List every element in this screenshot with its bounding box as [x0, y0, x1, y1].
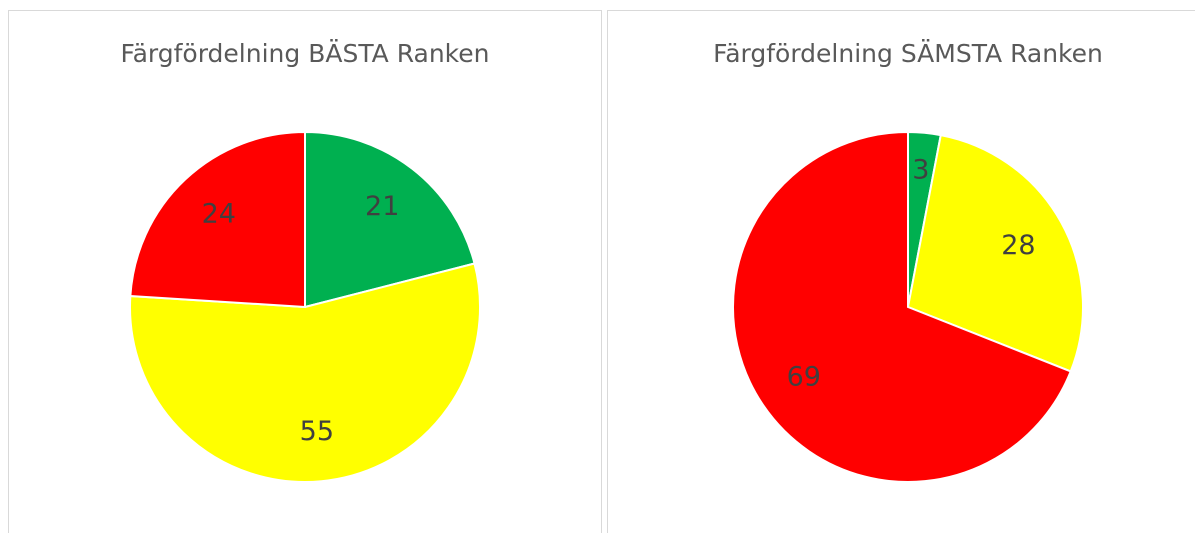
- data-label: 28: [1001, 230, 1035, 261]
- data-label: 24: [202, 199, 236, 230]
- pie-slice: [731, 130, 1073, 483]
- pie-slice: [304, 130, 476, 309]
- chart-title: Färgfördelning SÄMSTA Ranken: [713, 39, 1103, 68]
- data-label: 3: [912, 155, 929, 186]
- pie-slice: [129, 262, 481, 483]
- pie-slice: [129, 130, 306, 309]
- data-label: 21: [365, 191, 399, 222]
- chart-title: Färgfördelning BÄSTA Ranken: [121, 39, 490, 68]
- data-label: 55: [300, 416, 334, 447]
- data-label: 69: [787, 361, 821, 392]
- pie-slice: [906, 133, 1084, 373]
